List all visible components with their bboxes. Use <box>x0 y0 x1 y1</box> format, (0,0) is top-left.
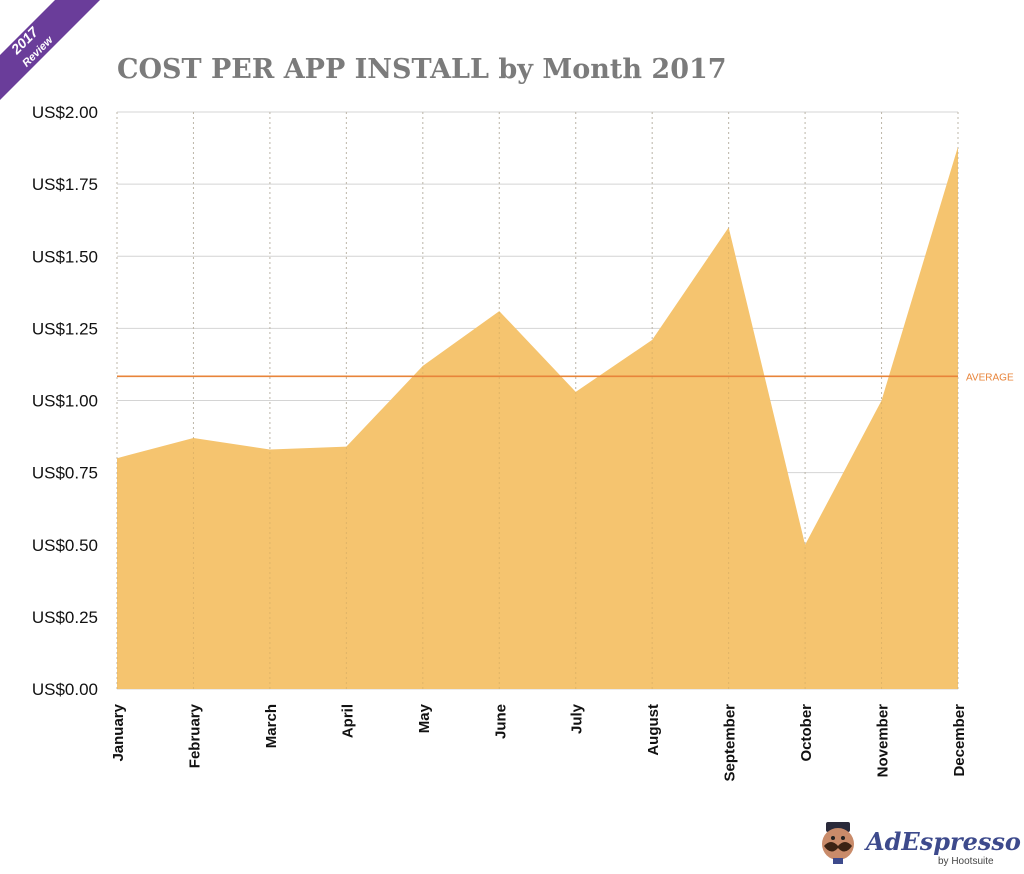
y-tick-label: US$0.50 <box>32 536 98 555</box>
x-axis: January February March April May June July Augu… <box>110 703 968 781</box>
logo-brand: AdEspresso <box>864 827 1021 856</box>
y-tick-label: US$0.75 <box>32 464 98 483</box>
x-tick-label: January <box>110 703 127 761</box>
x-tick-label: February <box>186 703 203 768</box>
x-tick-label: November <box>875 704 892 778</box>
x-tick-label: October <box>798 704 815 762</box>
y-tick-label: US$1.00 <box>32 392 98 411</box>
x-tick-label: March <box>263 704 280 748</box>
y-tick-label: US$0.00 <box>32 680 98 699</box>
x-tick-label: September <box>722 704 739 782</box>
y-tick-label: US$2.00 <box>32 103 98 122</box>
adespresso-logo: AdEspresso by Hootsuite <box>822 822 1021 867</box>
x-tick-label: July <box>569 703 586 734</box>
x-tick-label: December <box>951 704 968 777</box>
area-series <box>117 146 958 689</box>
average-layer: AVERAGE <box>117 372 1014 383</box>
review-badge: 2017 Review <box>0 0 100 100</box>
y-tick-label: US$1.25 <box>32 319 98 338</box>
x-tick-label: August <box>645 704 662 756</box>
y-tick-label: US$0.25 <box>32 608 98 627</box>
x-tick-label: June <box>492 704 509 739</box>
badge-ribbon <box>0 0 100 100</box>
chart-title: COST PER APP INSTALL by Month 2017 <box>117 54 727 85</box>
mascot-icon <box>822 822 854 864</box>
average-label: AVERAGE <box>966 372 1014 383</box>
y-tick-label: US$1.75 <box>32 175 98 194</box>
y-axis: US$0.00 US$0.25 US$0.50 US$0.75 US$1.00 US$1.… <box>32 103 98 699</box>
logo-sub: by Hootsuite <box>938 856 994 867</box>
area-layer <box>116 146 959 689</box>
y-tick-label: US$1.50 <box>32 247 98 266</box>
x-tick-label: April <box>339 704 356 738</box>
x-tick-label: May <box>416 703 433 733</box>
vertical-gridlines <box>116 112 959 689</box>
